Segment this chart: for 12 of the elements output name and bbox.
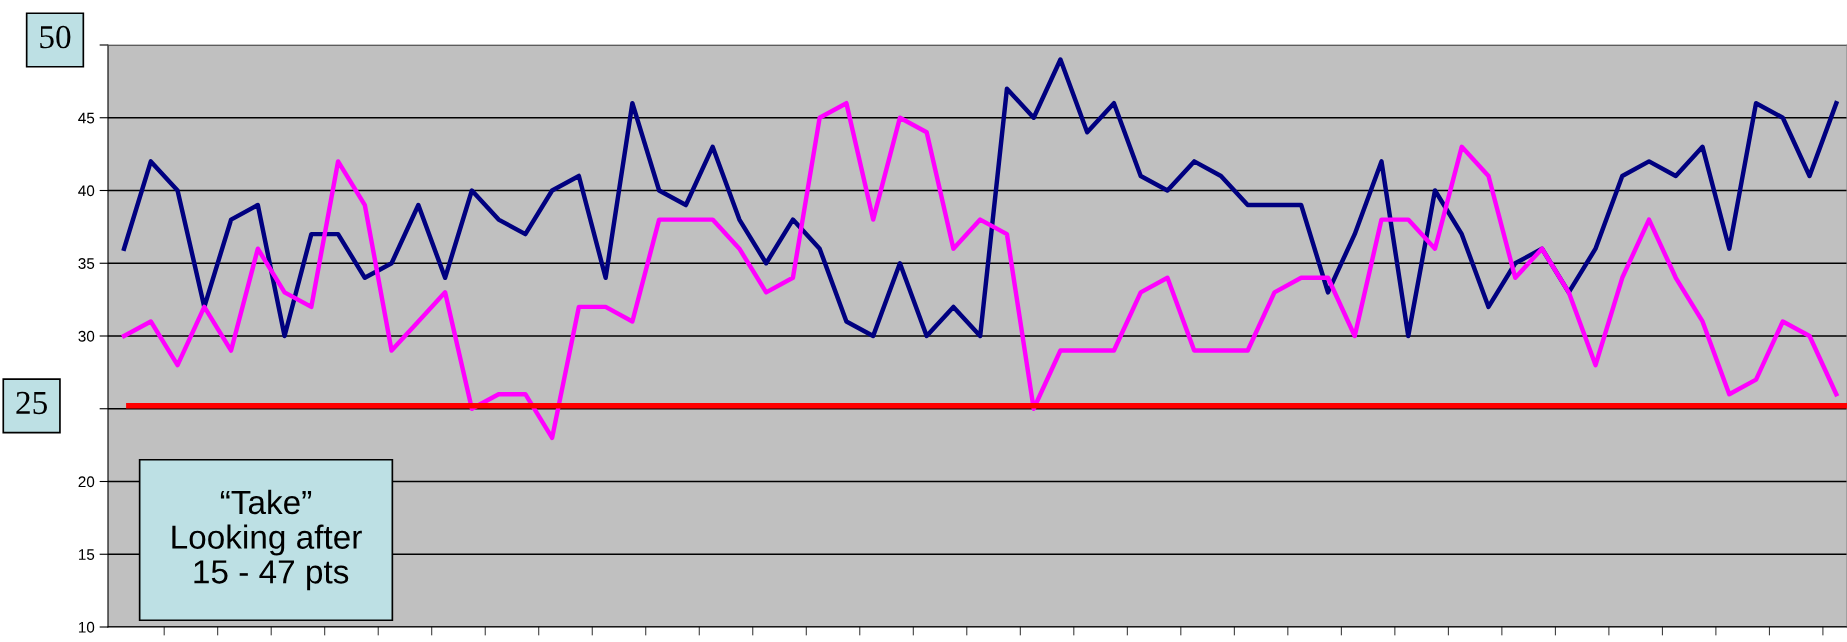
y-tick-label: 40: [78, 185, 95, 197]
y-tick-label: 20: [78, 476, 95, 488]
y-tick-label: 30: [78, 330, 95, 342]
ref-line-label: 25: [16, 391, 47, 415]
line-series: [121, 100, 1839, 441]
annotation: “Take” Looking after 15 - 47 pts: [172, 489, 362, 591]
text: 50: [40, 25, 71, 49]
y-tick-label: 45: [78, 112, 95, 124]
y-tick-label: 35: [78, 258, 95, 269]
line-series: [121, 57, 1839, 339]
y-tick-label: 10: [78, 621, 95, 633]
y-tick-label: 15: [78, 549, 95, 560]
